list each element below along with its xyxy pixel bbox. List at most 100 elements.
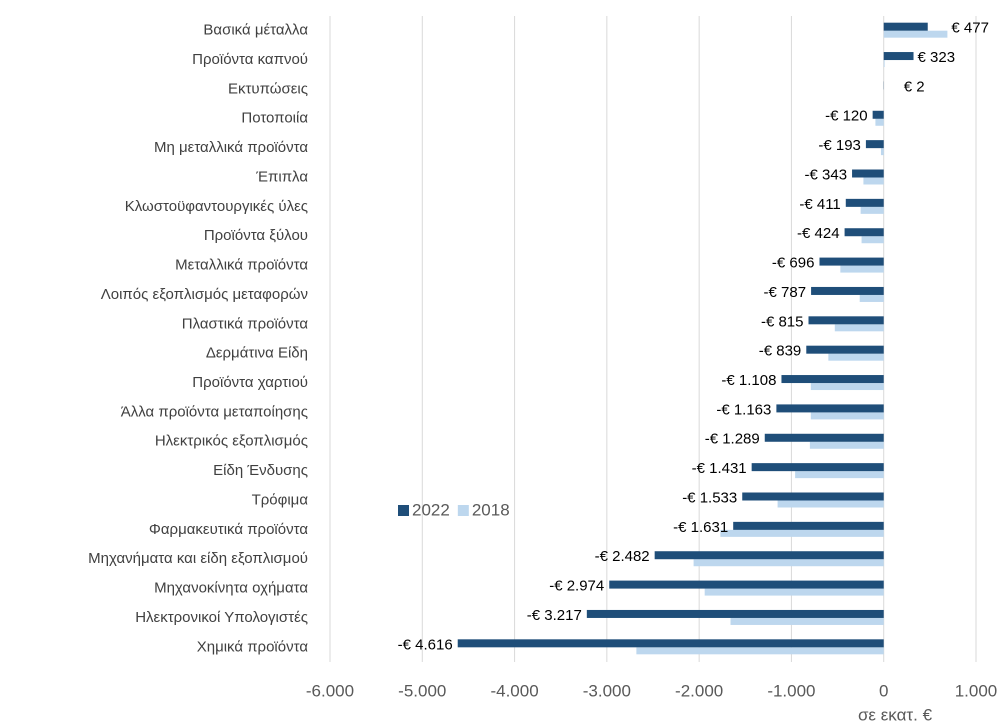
bar [859, 294, 884, 302]
y-tick-label: Ποτοποιία [241, 110, 308, 127]
bar [654, 551, 884, 560]
bar [733, 521, 884, 530]
x-tick-label: -3.000 [583, 681, 631, 700]
data-label: -€ 3.217 [527, 607, 582, 624]
data-label: -€ 424 [797, 225, 840, 242]
bar [586, 609, 884, 618]
y-tick-label: Φαρμακευτικά προϊόντα [149, 521, 308, 538]
y-tick-label: Προϊόντα χαρτιού [192, 374, 308, 391]
legend-label: 2018 [472, 500, 510, 519]
bar [875, 118, 884, 126]
data-label: -€ 4.616 [398, 636, 453, 653]
x-tick-label: -1.000 [767, 681, 815, 700]
bar [880, 148, 884, 156]
y-tick-label: Λοιπός εξοπλισμός μεταφορών [101, 286, 308, 303]
bar [693, 559, 884, 567]
bar [811, 286, 884, 295]
x-tick-label: -4.000 [490, 681, 538, 700]
y-tick-label: Είδη Ένδυσης [213, 462, 308, 479]
y-tick-label: Μηχανήματα και είδη εξοπλισμού [88, 550, 308, 567]
bar [809, 441, 884, 449]
bar [777, 500, 884, 508]
legend-swatch [457, 505, 469, 516]
data-label: -€ 815 [761, 313, 804, 330]
data-label: -€ 1.631 [673, 519, 728, 536]
bar [834, 324, 884, 332]
data-label: € 323 [918, 49, 956, 66]
y-tick-label: Ηλεκτρονικοί Υπολογιστές [135, 609, 308, 626]
y-tick-label: Προϊόντα καπνού [192, 51, 308, 68]
data-label: -€ 2.482 [595, 548, 650, 565]
bar [872, 110, 884, 119]
y-tick-label: Βασικά μέταλλα [203, 22, 308, 39]
bar [819, 257, 884, 266]
data-label: -€ 120 [825, 108, 868, 125]
data-label: -€ 343 [805, 166, 848, 183]
x-tick-label: 1.000 [955, 681, 998, 700]
bar [861, 236, 884, 244]
y-tick-label: Χημικά προϊόντα [197, 638, 309, 655]
data-label: -€ 2.974 [549, 578, 604, 595]
bar [781, 375, 884, 384]
y-tick-label: Κλωστοϋφαντουργικές ύλες [125, 198, 308, 215]
x-tick-label: -2.000 [675, 681, 723, 700]
bar [609, 580, 884, 589]
legend-swatch [398, 505, 409, 516]
data-label: -€ 696 [772, 255, 815, 272]
data-label: -€ 411 [799, 196, 840, 213]
bar [704, 588, 884, 596]
y-tick-label: Άλλα προϊόντα μεταποίησης [121, 403, 308, 420]
data-label: -€ 787 [764, 284, 807, 301]
bar [636, 647, 884, 655]
y-tick-label: Δερμάτινα Είδη [206, 345, 308, 362]
bar [810, 383, 884, 391]
x-tick-label: -5.000 [398, 681, 446, 700]
data-label: -€ 1.289 [705, 431, 760, 448]
x-tick-label: -6.000 [306, 681, 354, 700]
bar [883, 22, 928, 31]
y-tick-label: Πλαστικά προϊόντα [182, 315, 309, 332]
y-tick-label: Μεταλλικά προϊόντα [175, 257, 308, 274]
y-tick-label: Ηλεκτρικός εξοπλισμός [155, 433, 308, 450]
bar [776, 404, 884, 413]
bar [852, 169, 884, 178]
bar [795, 471, 884, 479]
bar [828, 353, 884, 361]
y-tick-label: Προϊόντα ξύλου [204, 227, 308, 244]
bar [883, 52, 914, 61]
data-label: -€ 1.163 [716, 401, 771, 418]
y-tick-label: Έπιπλα [255, 168, 308, 185]
data-label: -€ 1.533 [682, 489, 737, 506]
bar [883, 30, 948, 38]
bar [742, 492, 884, 501]
data-label: € 2 [904, 78, 925, 95]
legend-label: 2022 [412, 500, 450, 519]
data-label: -€ 1.108 [721, 372, 776, 389]
bar [810, 412, 884, 420]
x-tick-label: 0 [879, 681, 888, 700]
bar [863, 177, 884, 185]
x-axis-label: σε εκατ. € [858, 705, 933, 724]
y-tick-label: Εκτυπώσεις [228, 80, 308, 97]
bar [764, 433, 884, 442]
data-label: -€ 193 [818, 137, 861, 154]
bar [457, 639, 884, 648]
bar [806, 345, 884, 354]
bar [883, 60, 885, 68]
bar [865, 140, 884, 149]
y-tick-label: Μη μεταλλικά προϊόντα [154, 139, 308, 156]
y-tick-label: Τρόφιμα [252, 491, 309, 508]
bar [751, 463, 884, 472]
bar [840, 265, 884, 273]
data-label: € 477 [951, 20, 989, 37]
bar [844, 228, 884, 237]
bar [730, 617, 884, 625]
bar [860, 206, 884, 214]
y-tick-label: Μηχανοκίνητα οχήματα [154, 580, 308, 597]
data-label: -€ 1.431 [692, 460, 747, 477]
bar [808, 316, 884, 325]
data-label: -€ 839 [759, 343, 802, 360]
bar [720, 529, 884, 537]
bar [845, 198, 884, 207]
